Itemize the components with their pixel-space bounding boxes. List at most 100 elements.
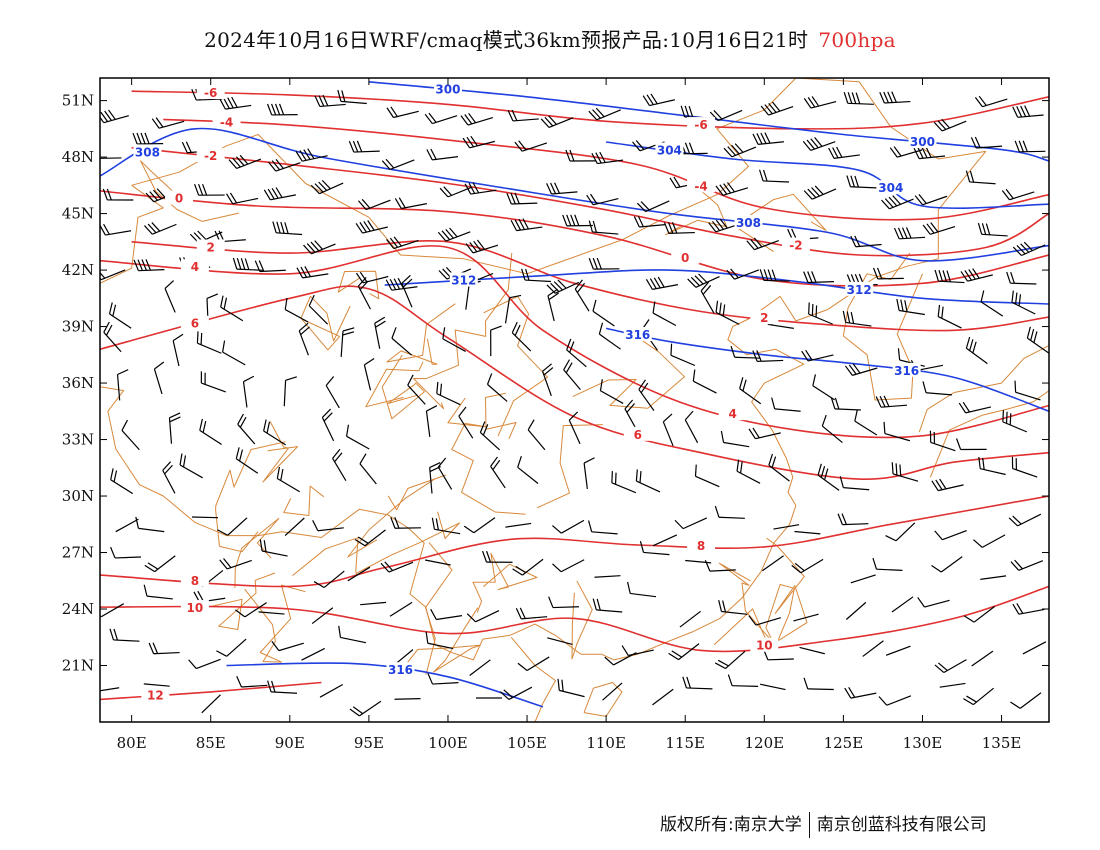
wind-barb <box>758 169 790 183</box>
wind-barb <box>541 363 554 396</box>
temperature-contour-label: 10 <box>187 601 204 615</box>
wind-barb <box>682 676 713 690</box>
title-text: 2024年10月16日WRF/cmaq模式36km预报产品:10月16日21时 <box>204 28 809 52</box>
wind-barb <box>437 457 453 490</box>
wind-barb <box>460 112 494 126</box>
wind-barb <box>794 530 821 535</box>
height-contour-line <box>226 662 544 708</box>
wind-barb <box>347 566 371 582</box>
wind-barb <box>971 650 994 667</box>
wind-barb <box>937 304 962 329</box>
temperature-contour-label: 4 <box>728 407 736 421</box>
temperature-contour-label-bg <box>196 239 225 254</box>
wind-barb <box>313 570 345 589</box>
wind-barb <box>235 602 267 618</box>
wind-barb <box>199 418 222 445</box>
wind-barb <box>464 182 497 195</box>
wind-barb <box>598 322 621 350</box>
wind-barb <box>955 438 987 451</box>
wind-barb <box>196 331 222 354</box>
boundary-line <box>386 303 456 365</box>
wind-barb <box>100 269 126 281</box>
height-contour-label-bg <box>449 272 478 287</box>
height-contour-label-bg <box>133 144 162 159</box>
wind-barb <box>791 558 824 574</box>
wind-barb <box>201 694 221 714</box>
pressure-level-label: 700hpa <box>818 28 896 52</box>
wind-barb <box>242 375 255 408</box>
wind-barb <box>771 397 801 412</box>
wind-barb <box>739 377 762 405</box>
lat-tick-label: 39N <box>62 318 94 336</box>
wind-barb <box>802 136 836 151</box>
wind-barb <box>337 89 367 105</box>
wind-barb <box>144 555 176 573</box>
wind-barb <box>885 522 916 542</box>
wind-barb <box>652 301 677 327</box>
wind-barb <box>527 419 546 451</box>
wind-barb <box>340 327 355 357</box>
wind-barb <box>263 419 286 446</box>
wind-barb <box>521 268 552 283</box>
wind-barb <box>1006 271 1037 285</box>
wind-barb <box>970 136 1003 149</box>
lat-tick-label: 27N <box>62 544 94 562</box>
wind-barb <box>514 140 548 152</box>
wind-barb <box>430 608 463 621</box>
wind-barb <box>504 294 522 324</box>
wind-barb <box>748 427 781 440</box>
wind-barb <box>714 650 746 670</box>
wind-barb <box>963 687 994 706</box>
wind-barb <box>1010 692 1042 709</box>
wind-barb <box>144 222 177 235</box>
wind-barb <box>974 95 1008 108</box>
wind-barb <box>694 464 720 488</box>
wind-barb <box>425 631 454 650</box>
wind-barb <box>132 132 164 145</box>
copyright-separator <box>808 812 810 838</box>
temperature-contour-label-bg <box>180 572 209 587</box>
wind-barb <box>236 676 268 688</box>
wind-barb <box>1014 380 1041 401</box>
wind-barb <box>267 159 301 172</box>
wind-barb <box>588 107 621 121</box>
temperature-contour-line <box>100 190 1049 287</box>
wind-barb <box>627 581 657 598</box>
wind-barb <box>557 678 585 698</box>
wind-barb <box>357 198 391 211</box>
wind-barb <box>486 373 508 402</box>
wind-barb <box>401 274 413 308</box>
wind-barb <box>507 109 539 122</box>
wind-barb <box>103 321 122 353</box>
wind-barb <box>254 260 286 273</box>
wind-barb <box>566 338 587 368</box>
wind-barb <box>546 182 578 195</box>
wind-barb <box>515 607 548 620</box>
wind-barb <box>308 294 329 325</box>
height-contour-label-bg <box>386 662 415 677</box>
temperature-contour-label-bg <box>196 148 225 163</box>
boundary-line <box>536 424 603 509</box>
height-contour-label: 316 <box>625 328 650 342</box>
wind-barb <box>143 584 173 600</box>
wind-barb <box>715 300 740 325</box>
height-contour-label-bg <box>908 134 937 149</box>
wind-barb <box>929 430 956 452</box>
wind-barb <box>219 96 252 110</box>
wind-barb <box>540 115 574 129</box>
boundary-line <box>234 517 280 588</box>
wind-barb <box>512 558 544 576</box>
wind-barb <box>891 462 919 482</box>
wind-barb <box>110 468 134 495</box>
boundary-line <box>842 252 923 401</box>
wind-barb <box>295 148 328 162</box>
wind-barb <box>465 239 499 254</box>
wind-barb <box>844 363 878 376</box>
boundary-line <box>365 361 424 408</box>
wind-barb <box>110 546 141 559</box>
copyright: 版权所有:南京大学 南京创蓝科技有限公司 <box>660 810 987 838</box>
wind-barb <box>862 640 884 657</box>
wind-barb <box>828 146 860 159</box>
wind-barb <box>808 302 833 325</box>
wind-barb <box>267 680 298 694</box>
